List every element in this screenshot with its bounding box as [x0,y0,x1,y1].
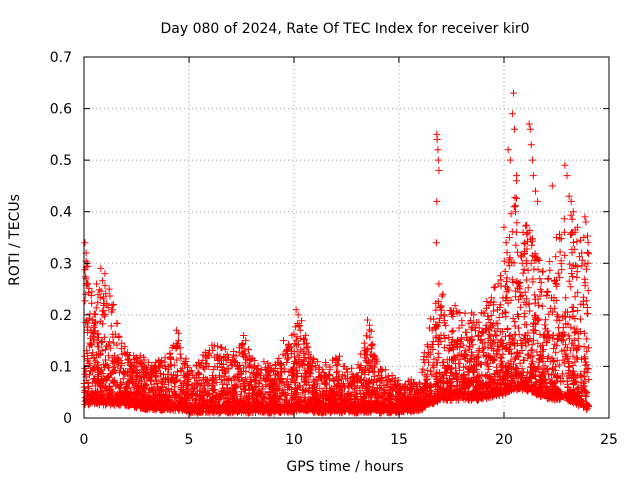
y-tick-label: 0.3 [50,256,72,272]
plot-border [83,56,610,419]
y-tick-label: 0.7 [50,50,72,66]
axis-ticks: 0 5 10 15 20 25 0 0.1 0.2 0.3 0.4 0.5 0.6 0.7 [50,50,618,448]
y-tick-label: 0 [63,411,72,427]
data-points [80,89,593,417]
x-tick-label: 25 [600,432,618,448]
x-tick-label: 10 [285,432,303,448]
x-tick-label: 20 [495,432,513,448]
y-tick-label: 0.6 [50,102,72,118]
x-axis-label: GPS time / hours [286,459,403,475]
y-tick-label: 0.4 [50,205,72,221]
y-tick-label: 0.5 [50,153,72,169]
y-tick-label: 0.1 [50,359,72,375]
y-axis-label: ROTI / TECUs [7,194,23,286]
y-tick-label: 0.2 [50,308,72,324]
x-tick-label: 15 [390,432,408,448]
x-tick-label: 0 [80,432,89,448]
roti-markers [80,89,593,417]
chart-title: Day 080 of 2024, Rate Of TEC Index for r… [160,21,529,37]
x-tick-label: 5 [185,432,194,448]
